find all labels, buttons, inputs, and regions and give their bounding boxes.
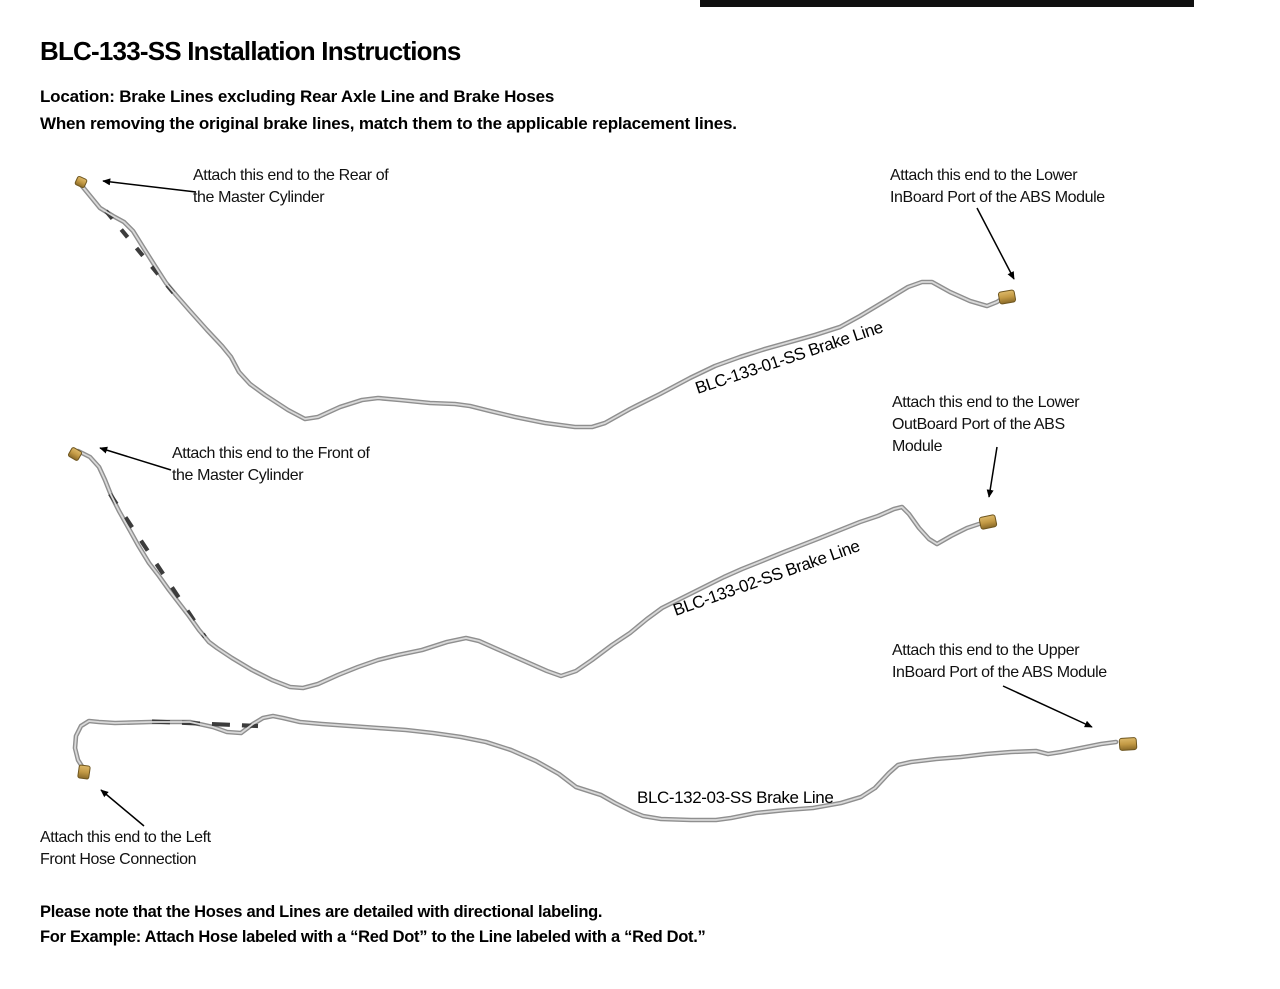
page-title: BLC-133-SS Installation Instructions [40, 36, 461, 66]
brake-line-2-highlight [77, 450, 980, 689]
callout-lower-outboard-abs: Attach this end to the Lower OutBoard Po… [892, 394, 1080, 455]
brass-fitting-line3-left [77, 764, 91, 780]
brass-fitting-line3-right [1118, 737, 1138, 751]
brass-fitting-line1-right [997, 289, 1017, 305]
callout-rear-master-cylinder: Attach this end to the Rear of the Maste… [193, 167, 389, 206]
footer-note-directional-labeling: Please note that the Hoses and Lines are… [40, 903, 603, 921]
arrow-rear-master-cylinder [102, 178, 197, 193]
callout-upper-inboard-abs: Attach this end to the Upper InBoard Por… [892, 642, 1107, 681]
brake-line-2-markings [108, 492, 207, 639]
arrow-lower-outboard-abs [986, 446, 998, 498]
arrow-lower-inboard-abs [976, 207, 1015, 280]
location-line: Location: Brake Lines excluding Rear Axl… [40, 87, 555, 106]
arrow-front-master-cylinder [99, 446, 172, 471]
callout-front-master-cylinder: Attach this end to the Front of the Mast… [172, 445, 370, 484]
brake-line-2 [67, 447, 998, 691]
brake-line-3 [72, 713, 1138, 823]
brake-line-1 [74, 175, 1017, 430]
arrow-left-front-hose [100, 789, 145, 827]
arrow-upper-inboard-abs [1002, 685, 1093, 728]
brake-line-1-highlight [81, 185, 1004, 428]
label-brake-line-3: BLC-132-03-SS Brake Line [637, 788, 834, 807]
callout-left-front-hose: Attach this end to the Left Front Hose C… [40, 829, 211, 868]
brass-fitting-line2-right [978, 514, 998, 530]
removal-note-line: When removing the original brake lines, … [40, 114, 737, 133]
brake-line-3-highlight [74, 715, 1117, 821]
callout-lower-inboard-abs: Attach this end to the Lower InBoard Por… [890, 167, 1105, 206]
footer-note-red-dot-example: For Example: Attach Hose labeled with a … [40, 928, 706, 946]
brass-fitting-line1-left [74, 175, 88, 189]
brake-line-1-tube [79, 183, 1006, 430]
top-edge-bar [700, 0, 1194, 7]
brake-line-1-markings [104, 209, 178, 298]
brass-fitting-line2-left [67, 447, 83, 461]
